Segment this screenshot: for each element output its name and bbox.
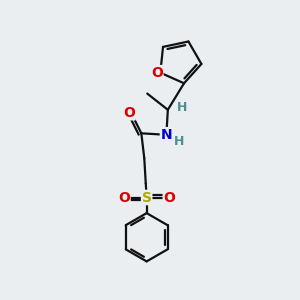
Text: H: H bbox=[177, 101, 187, 114]
Text: O: O bbox=[123, 106, 135, 120]
Text: S: S bbox=[142, 190, 152, 205]
Text: H: H bbox=[173, 135, 184, 148]
Text: O: O bbox=[164, 190, 175, 205]
Text: N: N bbox=[160, 128, 172, 142]
Text: O: O bbox=[151, 66, 163, 80]
Text: O: O bbox=[118, 190, 130, 205]
